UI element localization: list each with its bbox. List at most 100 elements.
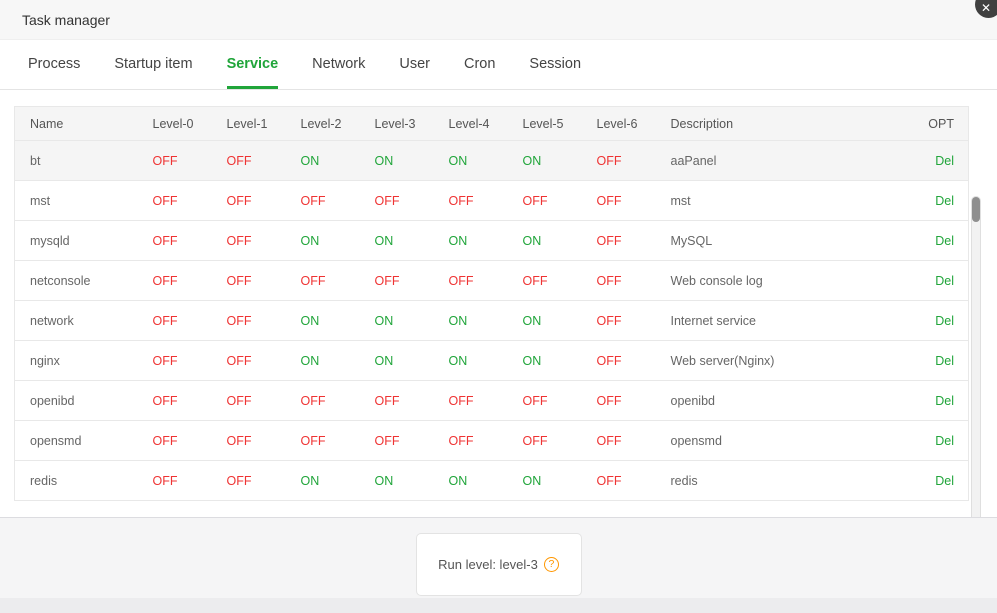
level-4-value[interactable]: ON	[448, 153, 468, 168]
level-0-value[interactable]: OFF	[152, 353, 178, 368]
level-5-value[interactable]: ON	[522, 153, 542, 168]
level-3-toggle: OFF	[359, 260, 434, 301]
delete-link[interactable]: Del	[935, 313, 954, 328]
level-0-value[interactable]: OFF	[152, 193, 178, 208]
tab-process[interactable]: Process	[28, 56, 81, 72]
delete-link[interactable]: Del	[935, 473, 954, 488]
level-1-value[interactable]: OFF	[226, 233, 252, 248]
level-6-value[interactable]: OFF	[596, 233, 622, 248]
column-header-level-6: Level-6	[581, 106, 656, 141]
level-4-value[interactable]: OFF	[448, 393, 474, 408]
level-2-value[interactable]: OFF	[300, 393, 326, 408]
level-2-value[interactable]: ON	[300, 153, 320, 168]
level-2-value[interactable]: OFF	[300, 273, 326, 288]
level-6-value[interactable]: OFF	[596, 273, 622, 288]
level-3-value[interactable]: OFF	[374, 193, 400, 208]
level-4-value[interactable]: OFF	[448, 273, 474, 288]
level-0-toggle: OFF	[137, 300, 212, 341]
level-1-value[interactable]: OFF	[226, 473, 252, 488]
level-1-value[interactable]: OFF	[226, 433, 252, 448]
level-5-value[interactable]: ON	[522, 233, 542, 248]
level-3-value[interactable]: OFF	[374, 433, 400, 448]
level-3-value[interactable]: OFF	[374, 393, 400, 408]
level-2-toggle: ON	[285, 220, 360, 261]
delete-link[interactable]: Del	[935, 153, 954, 168]
tab-session[interactable]: Session	[529, 56, 582, 72]
level-0-value[interactable]: OFF	[152, 473, 178, 488]
level-6-value[interactable]: OFF	[596, 193, 622, 208]
level-4-value[interactable]: ON	[448, 313, 468, 328]
level-6-value[interactable]: OFF	[596, 153, 622, 168]
level-1-value[interactable]: OFF	[226, 353, 252, 368]
tab-network[interactable]: Network	[312, 56, 366, 72]
tab-service[interactable]: Service	[226, 40, 279, 89]
level-4-value[interactable]: ON	[448, 353, 468, 368]
level-0-value[interactable]: OFF	[152, 233, 178, 248]
tab-cron[interactable]: Cron	[463, 56, 496, 72]
level-5-toggle: ON	[507, 220, 582, 261]
level-3-value[interactable]: ON	[374, 233, 394, 248]
opt-cell: Del	[913, 460, 969, 501]
level-2-value[interactable]: ON	[300, 473, 320, 488]
level-6-value[interactable]: OFF	[596, 353, 622, 368]
level-1-value[interactable]: OFF	[226, 393, 252, 408]
service-row-bt: bt OFF OFF ON ON ON ON OFF aaPanel Del	[14, 140, 969, 181]
service-name: network	[14, 300, 138, 341]
delete-link[interactable]: Del	[935, 393, 954, 408]
delete-link[interactable]: Del	[935, 433, 954, 448]
level-5-toggle: ON	[507, 300, 582, 341]
level-6-value[interactable]: OFF	[596, 473, 622, 488]
level-3-value[interactable]: ON	[374, 353, 394, 368]
level-5-value[interactable]: OFF	[522, 193, 548, 208]
level-2-value[interactable]: ON	[300, 313, 320, 328]
close-icon[interactable]: ✕	[975, 0, 997, 18]
level-1-value[interactable]: OFF	[226, 273, 252, 288]
level-0-value[interactable]: OFF	[152, 153, 178, 168]
level-4-value[interactable]: ON	[448, 233, 468, 248]
level-6-value[interactable]: OFF	[596, 433, 622, 448]
level-6-value[interactable]: OFF	[596, 313, 622, 328]
level-5-toggle: ON	[507, 140, 582, 181]
delete-link[interactable]: Del	[935, 193, 954, 208]
scrollbar-thumb[interactable]	[972, 197, 980, 222]
level-3-value[interactable]: ON	[374, 313, 394, 328]
level-5-value[interactable]: ON	[522, 353, 542, 368]
level-5-value[interactable]: OFF	[522, 273, 548, 288]
level-1-value[interactable]: OFF	[226, 153, 252, 168]
level-3-toggle: OFF	[359, 180, 434, 221]
level-4-value[interactable]: OFF	[448, 433, 474, 448]
delete-link[interactable]: Del	[935, 353, 954, 368]
level-6-value[interactable]: OFF	[596, 393, 622, 408]
level-0-value[interactable]: OFF	[152, 393, 178, 408]
level-5-value[interactable]: ON	[522, 313, 542, 328]
delete-link[interactable]: Del	[935, 233, 954, 248]
opt-cell: Del	[913, 220, 969, 261]
level-2-value[interactable]: ON	[300, 353, 320, 368]
tab-startup-item[interactable]: Startup item	[114, 56, 193, 72]
level-1-toggle: OFF	[211, 220, 286, 261]
level-0-value[interactable]: OFF	[152, 433, 178, 448]
level-5-value[interactable]: OFF	[522, 433, 548, 448]
level-2-value[interactable]: ON	[300, 233, 320, 248]
level-0-value[interactable]: OFF	[152, 313, 178, 328]
level-3-value[interactable]: ON	[374, 153, 394, 168]
level-4-value[interactable]: OFF	[448, 193, 474, 208]
service-row-netconsole: netconsole OFF OFF OFF OFF OFF OFF OFF Web conso…	[14, 260, 969, 301]
column-header-level-3: Level-3	[359, 106, 434, 141]
level-0-value[interactable]: OFF	[152, 273, 178, 288]
level-0-toggle: OFF	[137, 220, 212, 261]
level-2-toggle: ON	[285, 300, 360, 341]
level-1-value[interactable]: OFF	[226, 193, 252, 208]
level-2-value[interactable]: OFF	[300, 433, 326, 448]
level-3-value[interactable]: OFF	[374, 273, 400, 288]
level-5-value[interactable]: ON	[522, 473, 542, 488]
help-icon[interactable]: ?	[543, 557, 559, 572]
level-1-value[interactable]: OFF	[226, 313, 252, 328]
level-5-value[interactable]: OFF	[522, 393, 548, 408]
level-2-toggle: ON	[285, 340, 360, 381]
level-4-value[interactable]: ON	[448, 473, 468, 488]
level-2-value[interactable]: OFF	[300, 193, 326, 208]
tab-user[interactable]: User	[399, 56, 430, 72]
level-3-value[interactable]: ON	[374, 473, 394, 488]
delete-link[interactable]: Del	[935, 273, 954, 288]
